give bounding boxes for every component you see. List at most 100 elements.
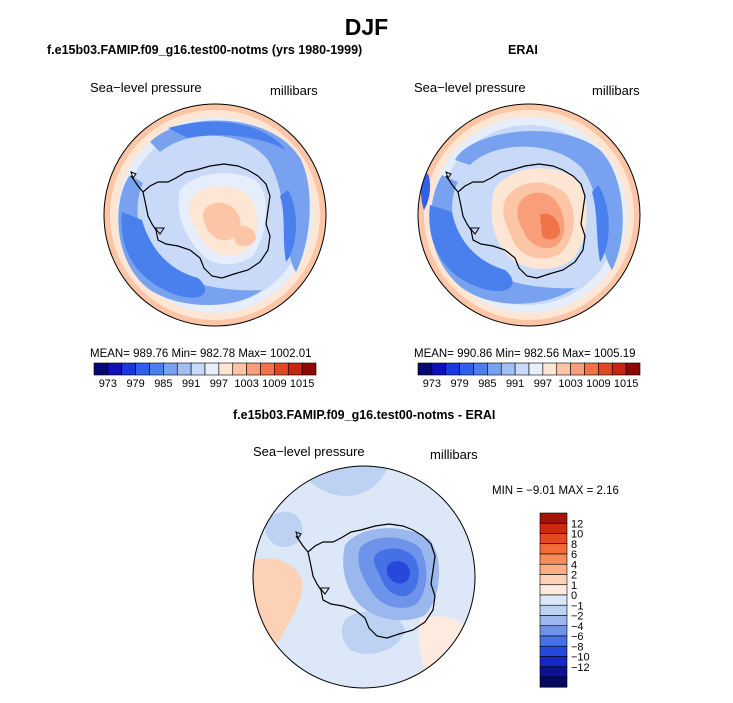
panel2-colorbar-box [528,362,544,376]
panel3-colorbar-box [539,553,568,565]
panel3-islands [295,531,330,595]
panel2-colorbar-tick-label: 1009 [586,378,610,390]
panel3-colorbar-box [539,615,568,627]
panel2-colorbar-tick-label: 979 [450,378,468,390]
panel3-colorbar-box [539,635,568,647]
panel3-colorbar-box [539,645,568,657]
panel2-colorbar-box [584,362,599,376]
panel3-field-antarctica-neg8 [386,560,410,584]
panel1-colorbar-tick-label: 1015 [290,378,314,390]
panel3-field-positive-west [253,558,303,645]
panel2-colorbar-tick-label: 1015 [614,378,638,390]
panel3-colorbar-tick-label: −1 [571,600,584,612]
panel1-colorbar-box [93,362,109,376]
panel1-colorbar-tick-label: 979 [126,378,144,390]
panel2-title: ERAI [508,43,538,57]
panel1-colorbar-box [149,362,164,376]
panel3-colorbar-box [539,543,568,555]
panel3-colorbar-tick-label: 6 [571,549,577,561]
panel3-colorbar-tick-label: 12 [571,518,583,530]
panel1-colorbar-box [135,362,150,376]
panel1-colorbar: 973 979 985 991 997 1003 1009 1015 [93,362,317,390]
panel3-colorbar-box [539,584,568,596]
panel1-field-antarctica-1000a [202,202,241,241]
panel2-colorbar-box [473,362,488,376]
panel1-colorbar-tick-label: 985 [154,378,172,390]
panel2-map [417,103,641,327]
panel1-colorbar-tick-label: 1009 [262,378,286,390]
panel1-colorbar-box [232,362,247,376]
panel1-field-low-core-3 [280,190,297,262]
panel2-colorbar-box [431,362,447,376]
panel2-colorbar-box [542,362,558,376]
panel2-colorbar: 973 979 985 991 997 1003 1009 1015 [417,362,641,390]
panel1-field-low-ring [150,120,310,273]
panel3-colorbar-tick-label: 1 [571,580,577,592]
panel3-units-label: millibars [430,447,478,462]
panel1-colorbar-tick-label: 991 [182,378,200,390]
panel1-colorbar-box [107,362,123,376]
panel3-title: f.e15b03.FAMIP.f09_g16.test00-notms - ER… [233,408,496,422]
panel3-colorbar-tick-label: −10 [571,652,590,664]
panel3-colorbar-tick-label: −6 [571,631,584,643]
panel1-field-low-core-1 [121,212,206,298]
panel3-colorbar-box [539,604,568,616]
panel2-colorbar-box [625,362,641,376]
panel2-colorbar-box [611,362,627,376]
panel3-colorbar-tick-label: −2 [571,611,584,623]
panel3-colorbar-tick-label: 2 [571,570,577,582]
figure-title: DJF [344,14,389,40]
panel1-islands [130,171,165,235]
panel1-colorbar-box [287,362,303,376]
panel3-stats: MIN = −9.01 MAX = 2.16 [492,485,619,497]
panel1-colorbar-box [260,362,275,376]
panel1-field-antarctica-1000b [232,225,256,246]
panel2-colorbar-tick-label: 973 [423,378,441,390]
panel1-antarctica-coastline [142,163,271,279]
panel3-field-positive-se [418,616,475,688]
panel3-map [252,465,476,689]
panel1-colorbar-box [274,362,289,376]
panel1-colorbar-box [246,362,261,376]
panel2-field-low-core-1 [429,205,513,292]
panel2-islands [445,171,480,235]
panel2-colorbar-box [417,362,433,376]
panel1-units-label: millibars [270,83,318,98]
panel1-colorbar-tick-label: 973 [99,378,117,390]
panel2-colorbar-tick-label: 991 [506,378,524,390]
panel3-map-border [252,465,476,689]
panel2-field-low-ring [455,131,623,270]
panel2-colorbar-box [459,362,474,376]
panel3-antarctica-coastline [307,523,436,639]
panel2-field-outer-997 [424,110,634,320]
panel2-colorbar-box [500,362,516,376]
panel3-colorbar-box [539,522,568,534]
panel3-colorbar-box [539,574,568,586]
panel2-units-label: millibars [592,83,640,98]
panel3-colorbar-box [539,676,568,688]
panel2-colorbar-box [487,362,502,376]
panel2-colorbar-tick-label: 985 [478,378,496,390]
panel1-map-border [103,103,327,327]
panel3-colorbar-tick-label: −12 [571,662,590,674]
panel3-colorbar-box [539,533,568,545]
panel1-colorbar-box [218,362,234,376]
panel3-variable-label: Sea−level pressure [253,444,365,459]
panel2-antarctica-coastline [457,163,586,279]
panel1-colorbar-box [190,362,206,376]
panel2-field-antarctica-1006 [540,213,560,240]
panel1-map [103,103,327,327]
panel1-colorbar-box [163,362,178,376]
panel2-colorbar-box [445,362,460,376]
panel2-field-low-core-3 [592,185,609,262]
panel2-colorbar-box [598,362,613,376]
panel1-colorbar-tick-label: 997 [210,378,228,390]
panel1-colorbar-box [204,362,220,376]
panel2-colorbar-box [570,362,585,376]
panel2-colorbar-box [514,362,530,376]
panel2-stats: MEAN= 990.86 Min= 982.56 Max= 1005.19 [414,348,636,360]
panel1-variable-label: Sea−level pressure [90,80,202,95]
panel3-colorbar-box [539,594,568,606]
panel1-title: f.e15b03.FAMIP.f09_g16.test00-notms (yrs… [47,43,363,57]
